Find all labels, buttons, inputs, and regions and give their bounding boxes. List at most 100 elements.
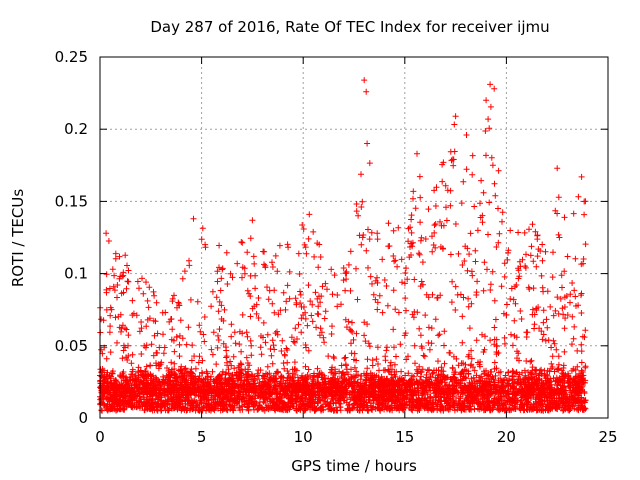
data-point <box>449 278 456 285</box>
data-point <box>455 250 462 257</box>
data-point <box>339 394 346 401</box>
data-point <box>481 259 488 266</box>
data-point <box>500 377 507 384</box>
data-point <box>240 395 247 401</box>
data-point <box>530 285 537 292</box>
data-point <box>559 284 565 291</box>
data-point <box>555 310 562 317</box>
data-point <box>476 361 483 368</box>
data-point <box>416 325 423 332</box>
data-point <box>290 377 297 384</box>
data-point <box>364 402 371 409</box>
data-point <box>248 399 255 406</box>
data-point <box>154 330 161 337</box>
data-point <box>579 333 586 340</box>
data-point <box>359 404 366 411</box>
data-point <box>166 372 173 379</box>
data-point <box>413 378 420 385</box>
data-point <box>202 376 209 383</box>
data-point <box>309 301 316 308</box>
data-point <box>418 373 424 380</box>
data-point <box>469 171 476 178</box>
data-point <box>298 303 305 310</box>
data-point <box>513 391 520 398</box>
data-point <box>579 369 586 375</box>
data-point <box>224 359 230 366</box>
data-point <box>276 242 283 249</box>
data-point <box>314 295 321 302</box>
data-point <box>145 304 152 311</box>
data-point <box>492 372 499 379</box>
data-point <box>328 395 335 402</box>
data-point <box>216 264 222 271</box>
data-point <box>561 325 568 332</box>
data-point <box>280 289 287 296</box>
data-point <box>424 378 431 385</box>
data-point <box>297 291 304 298</box>
data-point <box>137 405 143 412</box>
data-point <box>124 278 131 285</box>
data-point <box>282 306 289 313</box>
data-point <box>281 365 288 372</box>
data-point <box>337 404 344 410</box>
data-point <box>175 299 182 306</box>
data-point <box>567 291 574 298</box>
data-point <box>538 272 545 279</box>
data-point <box>254 370 261 377</box>
data-point <box>441 328 448 335</box>
data-point <box>555 365 562 372</box>
data-point <box>234 401 241 407</box>
data-point <box>247 313 254 320</box>
data-point <box>572 384 579 391</box>
data-point <box>389 374 396 381</box>
data-point <box>331 272 338 279</box>
data-point <box>299 222 306 228</box>
data-point <box>451 407 458 414</box>
data-point <box>312 391 319 398</box>
data-point <box>103 286 110 293</box>
data-point <box>265 380 272 387</box>
data-point <box>259 391 266 398</box>
data-point <box>153 390 160 397</box>
data-point <box>450 162 457 169</box>
data-point <box>491 297 498 304</box>
data-point <box>264 284 270 291</box>
data-point <box>309 396 316 403</box>
data-point <box>343 369 350 376</box>
data-point <box>273 390 280 397</box>
data-point <box>390 253 397 259</box>
data-point <box>228 333 235 340</box>
data-point <box>479 331 485 338</box>
data-point <box>571 397 578 404</box>
data-point <box>432 203 439 209</box>
data-point <box>474 389 481 396</box>
data-point <box>300 226 307 232</box>
data-point <box>411 276 418 283</box>
data-point <box>414 407 421 414</box>
data-point <box>509 394 516 401</box>
data-point <box>403 394 410 400</box>
data-point <box>245 400 252 407</box>
data-point <box>395 224 402 231</box>
data-point <box>570 393 577 399</box>
data-point <box>302 363 309 370</box>
data-point <box>466 325 473 332</box>
data-point <box>445 388 452 395</box>
data-point <box>489 162 496 169</box>
data-point <box>247 272 254 279</box>
data-point <box>261 261 267 268</box>
data-point <box>446 381 453 388</box>
data-point <box>199 225 206 232</box>
data-point <box>575 406 582 413</box>
data-point <box>452 283 459 290</box>
data-point <box>462 361 469 368</box>
data-point <box>299 403 305 410</box>
data-point <box>509 368 516 374</box>
data-point <box>251 260 258 267</box>
data-point <box>437 402 444 409</box>
data-point <box>118 374 125 381</box>
data-point <box>196 407 202 414</box>
data-point <box>381 277 388 283</box>
data-point <box>548 384 555 391</box>
